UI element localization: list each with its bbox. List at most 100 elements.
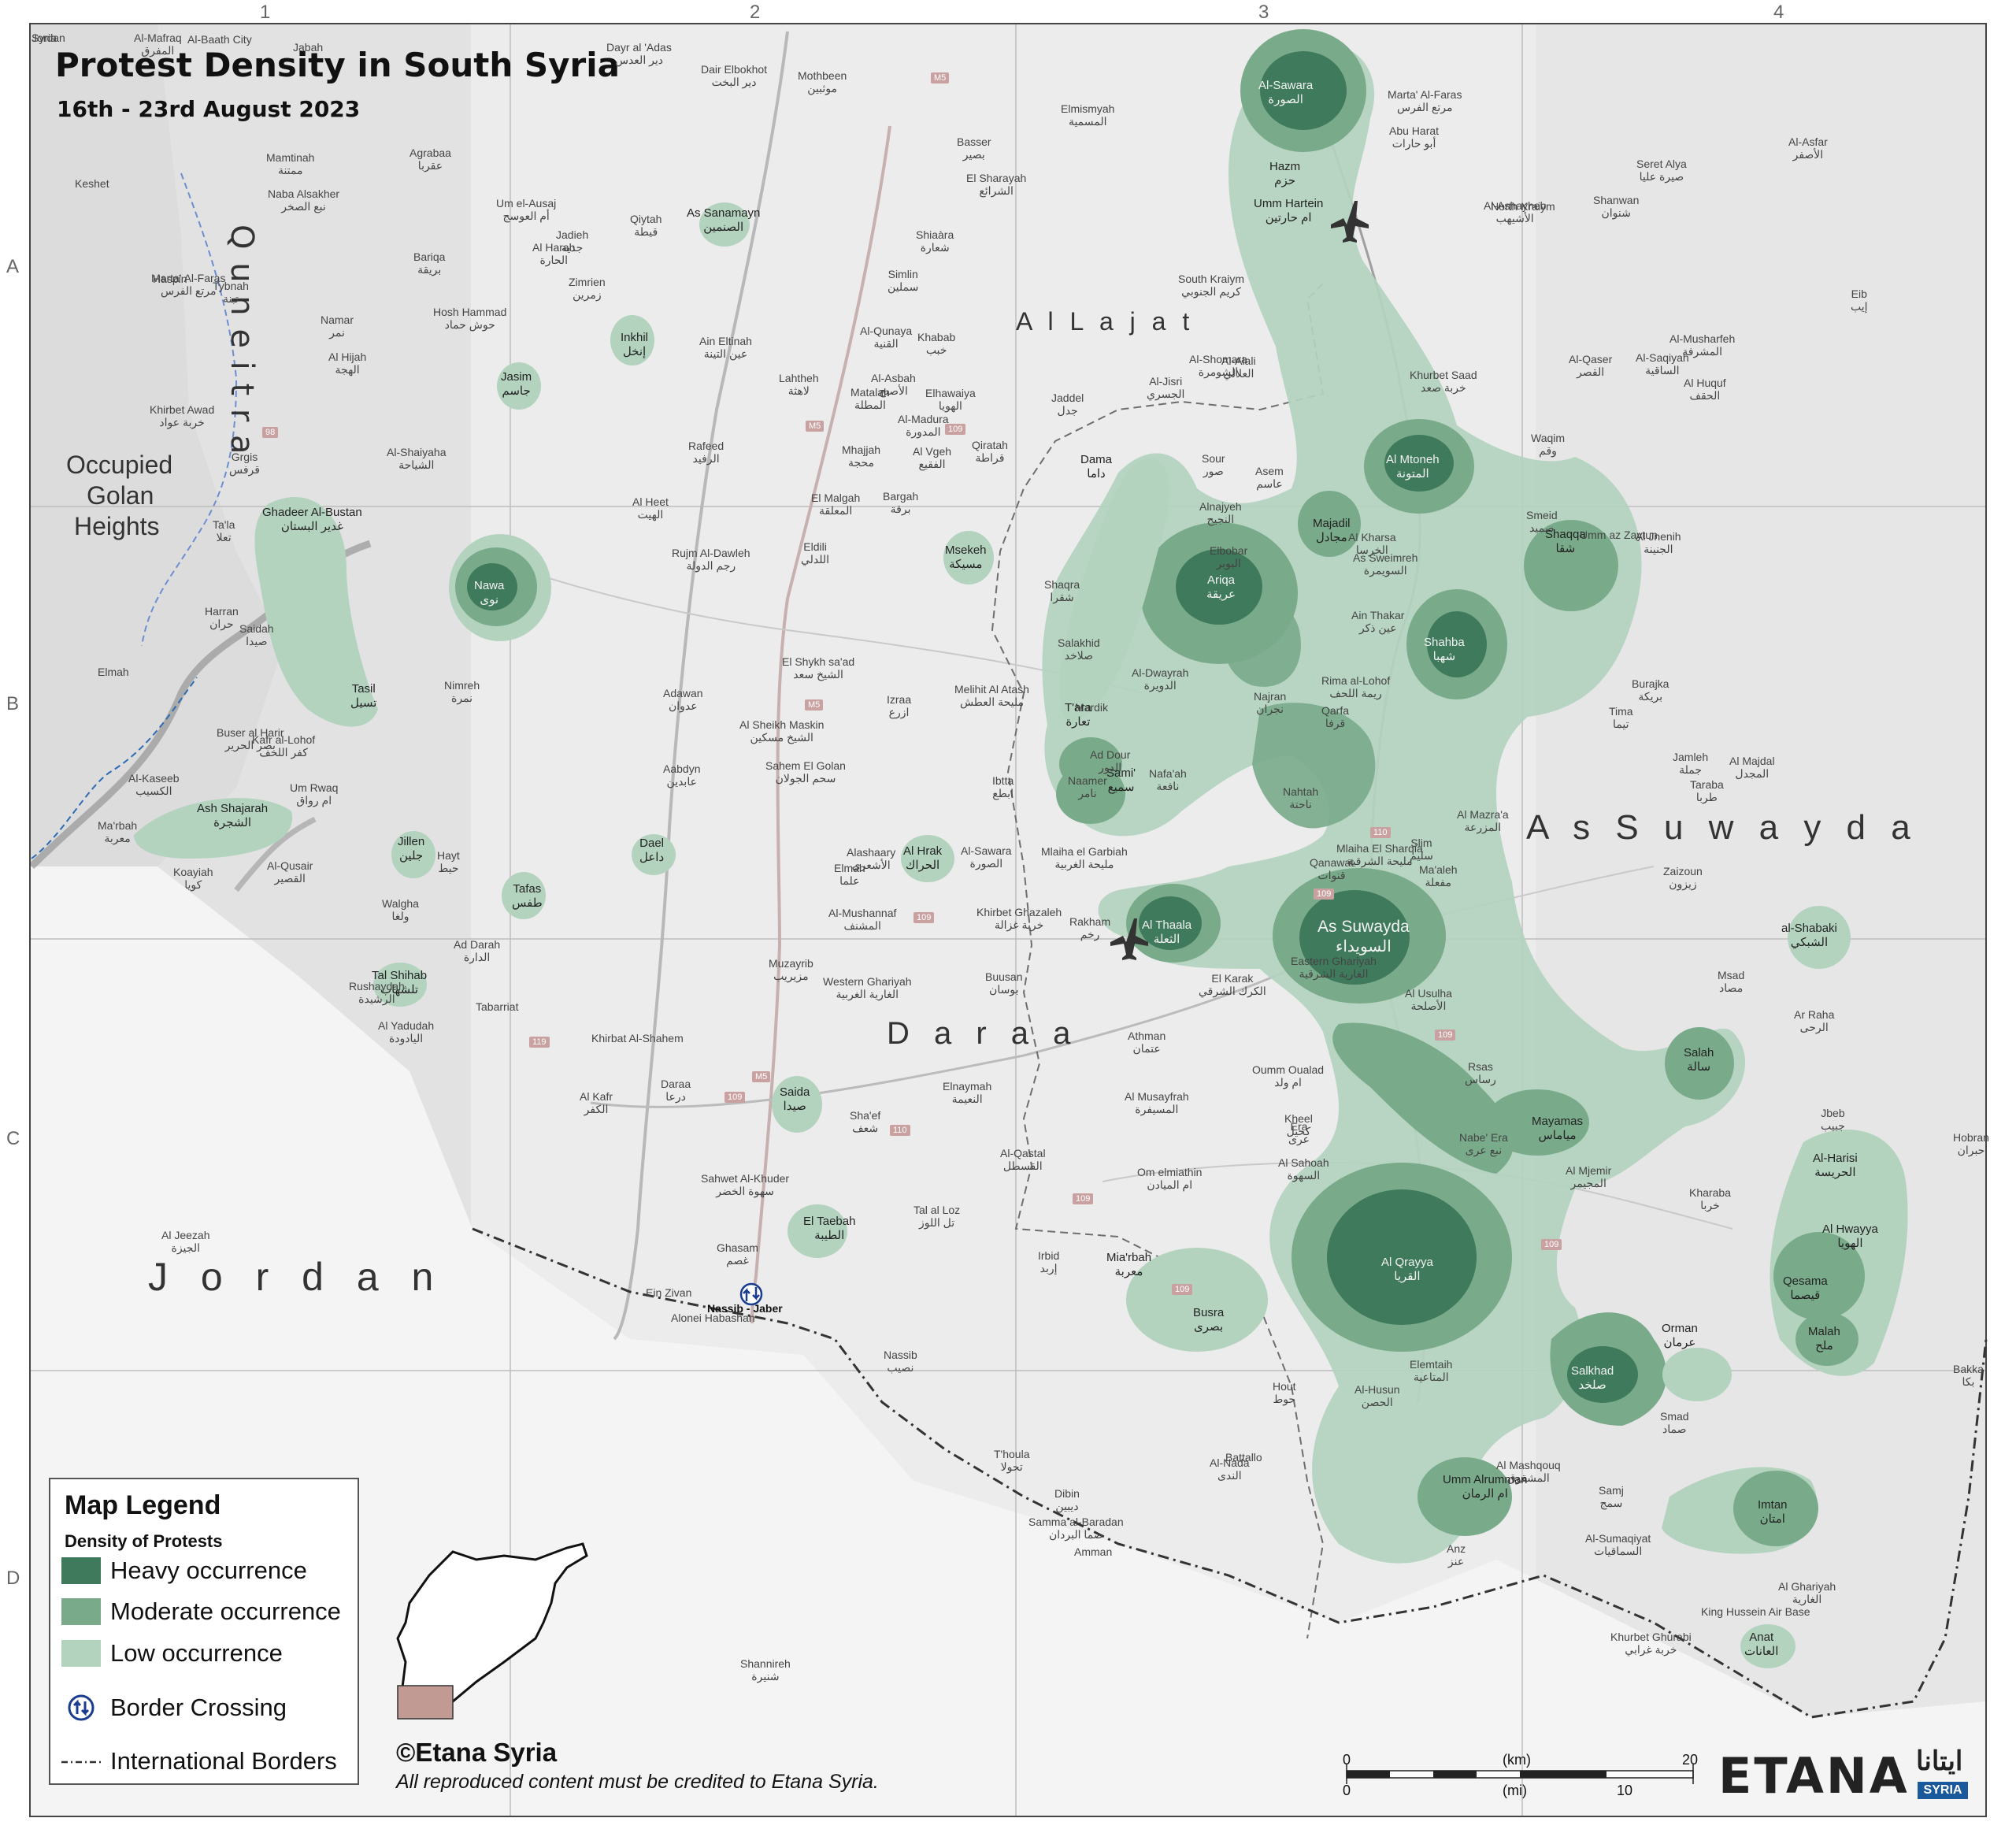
place-label: Al-Madura المدورة [898,413,949,439]
protest-site-name: El Taebah [803,1215,856,1228]
protest-site-label[interactable]: Sami' سميع [1106,766,1136,794]
protest-site-label[interactable]: Mayamas مياماس [1532,1115,1583,1142]
credit-note: All reproduced content must be credited … [396,1771,879,1793]
protest-site-label[interactable]: Malah ملح [1808,1325,1840,1352]
place-label: Tal al Loz تل اللوز [914,1204,960,1230]
protest-site-label[interactable]: Al-Harisi الحريسة [1813,1152,1858,1179]
protest-site-label[interactable]: Al Hrak الحراك [903,844,942,872]
place-label: Mlaiha El Sharqia مليحة الشرقية [1336,842,1423,868]
place-name: Qiytah [630,213,662,225]
place-arabic: كويا [184,878,202,891]
protest-site-label[interactable]: T'ara تعارة [1065,701,1091,729]
protest-site-label[interactable]: Busra بصرى [1193,1306,1224,1334]
place-name: Al-Mafraq [134,32,182,44]
protest-site-arabic: بصرى [1193,1320,1224,1334]
protest-site-arabic: قيصما [1790,1289,1821,1302]
protest-site-arabic: عريقة [1206,588,1236,601]
brand-logo: ETANA [1718,1747,1910,1805]
protest-site-label[interactable]: Al Mtoneh المتونة [1386,453,1440,480]
place-name: Rafeed [688,440,724,452]
protest-site-label[interactable]: Ash Shajarah الشجرة [197,802,268,829]
place-name: Simlin [888,268,918,280]
protest-site-label[interactable]: Salah سالة [1684,1046,1714,1074]
protest-site-name: Al Thaala [1142,918,1192,932]
protest-site-label[interactable]: Inkhil إنخل [621,331,648,358]
protest-site-label[interactable]: Jillen جلين [398,835,424,863]
place-name: Dayr al 'Adas [606,41,672,54]
place-arabic: الصورة [969,857,1003,870]
protest-site-label[interactable]: Al Hwayya الهويا [1822,1223,1878,1250]
place-name: Koayiah [173,866,213,878]
place-name: Zaizoun [1663,865,1703,877]
place-arabic: المشقوق [1506,1471,1550,1484]
place-label: Rafeed الرفيد [688,440,724,466]
protest-site-label[interactable]: Salkhad صلخد [1571,1364,1614,1392]
place-name: Mothbeen [798,69,847,82]
grid-lines [30,24,1986,1816]
protest-site-label[interactable]: Shahba شهبا [1424,636,1465,663]
protest-site-label[interactable]: Tafas طفس [512,882,543,910]
place-name: Keshet [75,177,109,190]
place-name: Um Rwaq [290,781,339,794]
protest-site-label[interactable]: Hazm حزم [1269,160,1300,187]
place-label: Al Hijah الهجة [328,351,366,377]
protest-site-label[interactable]: Majadil مجادل [1313,517,1351,544]
place-arabic: رجم الدولة [686,559,736,572]
protest-site-label[interactable]: As Suwayda السويداء [1317,918,1410,956]
place-arabic: ولغا [391,910,410,922]
protest-site-label[interactable]: Dama داما [1080,453,1112,480]
place-arabic: تعلا [216,531,232,544]
place-name: Naamer [1068,774,1107,787]
place-name: Sahem El Golan [765,759,846,772]
protest-site-label[interactable]: al-Shabaki الشبكي [1781,922,1837,949]
protest-site-label[interactable]: Orman عرمان [1662,1322,1698,1349]
protest-site-label[interactable]: Al-Sawara الصورة [1258,79,1313,106]
place-name: Al Hijah [328,351,367,363]
protest-site-label[interactable]: As Sanamayn الصنمين [687,206,760,234]
place-name: Ain Eltinah [699,335,752,347]
place-name: Naba Alsakher [268,187,340,200]
protest-site-label[interactable]: Ghadeer Al-Bustan غدير البستان [262,506,362,533]
place-label: Al Harah الحارة [532,241,575,267]
protest-site-name: Dama [1080,453,1113,466]
protest-site-label[interactable]: Saida صيدا [780,1085,810,1113]
protest-site-arabic: مسيكة [949,558,983,571]
place-name: Al-Sumaqiyat [1585,1532,1651,1545]
protest-site-name: Sami' [1106,766,1136,780]
road-shield: 109 [1314,889,1335,900]
protest-site-label[interactable]: Umm Hartein ام حارتين [1254,197,1323,224]
legend-moderate-label: Moderate occurrence [110,1597,341,1625]
place-label: Al Ghariyah الغارية [1778,1580,1836,1606]
place-label: Tima تيما [1609,705,1633,731]
place-name: Om elmiathin [1137,1166,1203,1178]
protest-site-label[interactable]: Mia'rbah معربة [1106,1251,1151,1278]
place-label: Msad مصاد [1718,969,1744,995]
place-arabic: بصير [962,148,985,161]
place-name: Al-Asfar [1788,135,1828,148]
protest-site-label[interactable]: Dael داعل [639,837,664,864]
place-arabic: الهجة [335,363,360,376]
protest-site-label[interactable]: Umm Alrumman ام الرمان [1443,1473,1528,1501]
place-label: Seret Alya صيرة عليا [1636,158,1687,184]
protest-site-label[interactable]: Tal Shihab تلشهاب [372,969,427,996]
protest-site-label[interactable]: Al Qrayya القريا [1381,1256,1433,1283]
protest-site-label[interactable]: Nawa نوى [474,579,504,607]
moderate-swatch [61,1598,101,1625]
place-label: Nafa'ah نافعة [1149,767,1187,793]
protest-site-label[interactable]: Jasim جاسم [501,370,532,398]
protest-site-label[interactable]: Qesama قيصما [1783,1274,1828,1302]
legend-row-heavy: Heavy occurrence [61,1556,307,1585]
protest-site-label[interactable]: El Taebah الطيبة [803,1215,855,1242]
protest-site-label[interactable]: Ariqa عريقة [1206,573,1236,601]
protest-site-label[interactable]: Al Thaala الثعلة [1142,918,1191,946]
protest-site-label[interactable]: Imtan امتان [1758,1498,1788,1526]
place-label: Shanwan شنوان [1593,194,1639,220]
protest-site-label[interactable]: Anat العانات [1744,1631,1778,1658]
place-label: Hobran حبران [1953,1131,1989,1157]
protest-site-label[interactable]: Tasil تسيل [350,682,376,710]
place-arabic: الأشعري [851,859,891,871]
protest-site-name: Mia'rbah [1106,1251,1152,1264]
protest-site-label[interactable]: Shaqqa شقا [1545,528,1586,555]
protest-site-label[interactable]: Msekeh مسيكة [945,544,987,571]
protest-site-arabic: مياماس [1538,1129,1577,1142]
